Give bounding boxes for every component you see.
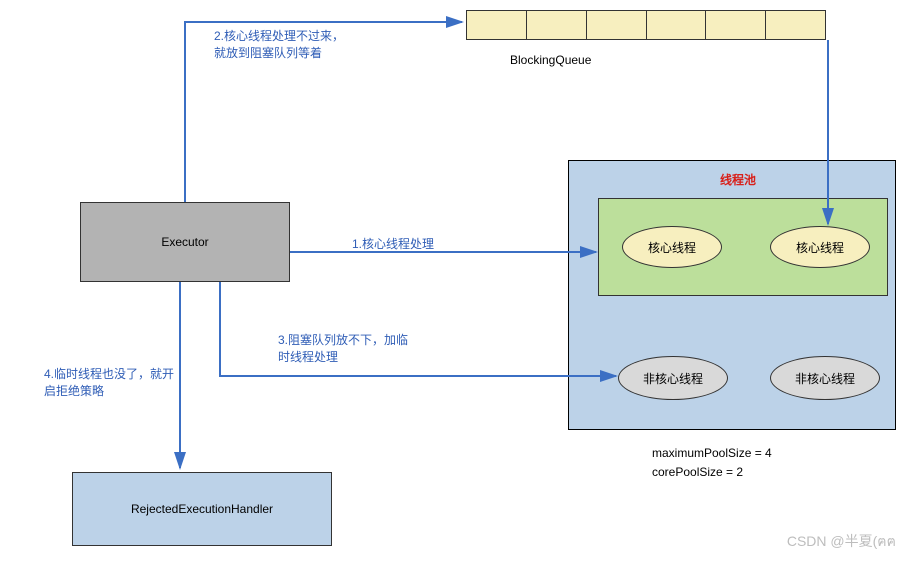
executor-box: Executor (80, 202, 290, 282)
queue-cell (647, 11, 707, 39)
queue-cell (467, 11, 527, 39)
s2-l2: 就放到阻塞队列等着 (214, 45, 344, 62)
handler-label: RejectedExecutionHandler (131, 502, 273, 516)
s4-l1: 4.临时线程也没了，就开 (44, 366, 174, 383)
blocking-queue-label: BlockingQueue (510, 52, 591, 69)
max-pool-size: maximumPoolSize = 4 (652, 444, 772, 463)
non1-label: 非核心线程 (643, 370, 703, 387)
queue-cell (587, 11, 647, 39)
pool-title: 线程池 (720, 172, 756, 189)
step-1-label: 1.核心线程处理 (352, 236, 434, 253)
queue-cell (706, 11, 766, 39)
non-core-thread-1: 非核心线程 (618, 356, 728, 400)
queue-cell (527, 11, 587, 39)
s3-l1: 3.阻塞队列放不下，加临 (278, 332, 408, 349)
core-thread-1: 核心线程 (622, 226, 722, 268)
step-2-label: 2.核心线程处理不过来， 就放到阻塞队列等着 (214, 28, 344, 62)
s3-l2: 时线程处理 (278, 349, 408, 366)
queue-cell (766, 11, 825, 39)
s2-l1: 2.核心线程处理不过来， (214, 28, 344, 45)
watermark: CSDN @半夏(ฅฅ (787, 531, 896, 553)
pool-title-text: 线程池 (720, 173, 756, 187)
s4-l2: 启拒绝策略 (44, 383, 174, 400)
core1-label: 核心线程 (648, 239, 696, 256)
step-3-label: 3.阻塞队列放不下，加临 时线程处理 (278, 332, 408, 366)
core-pool-size: corePoolSize = 2 (652, 463, 772, 482)
non2-label: 非核心线程 (795, 370, 855, 387)
core2-label: 核心线程 (796, 239, 844, 256)
pool-info: maximumPoolSize = 4 corePoolSize = 2 (652, 444, 772, 482)
step-4-label: 4.临时线程也没了，就开 启拒绝策略 (44, 366, 174, 400)
queue-label-text: BlockingQueue (510, 53, 591, 67)
rejected-handler-box: RejectedExecutionHandler (72, 472, 332, 546)
blocking-queue (466, 10, 826, 40)
executor-label: Executor (161, 235, 208, 249)
watermark-text: CSDN @半夏(ฅฅ (787, 533, 896, 549)
s1-text: 1.核心线程处理 (352, 237, 434, 251)
non-core-thread-2: 非核心线程 (770, 356, 880, 400)
core-thread-2: 核心线程 (770, 226, 870, 268)
